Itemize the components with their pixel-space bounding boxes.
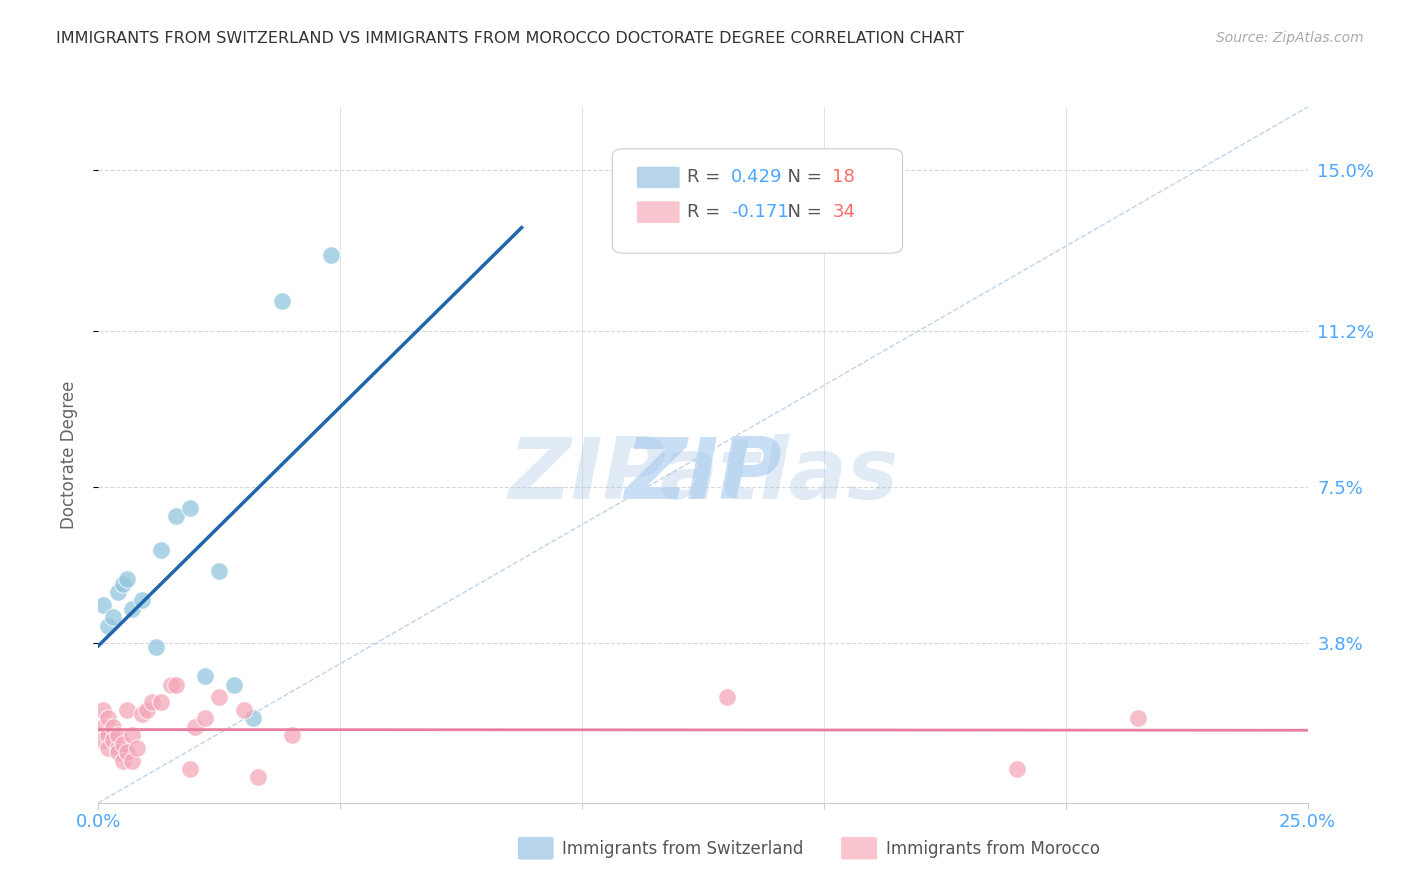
Point (111, 576, 134, 591)
Point (179, 500, 201, 515)
Point (111, 737, 134, 751)
Text: 34: 34 (832, 203, 855, 221)
Point (141, 695, 163, 709)
Point (242, 711, 264, 725)
Point (107, 728, 129, 742)
Text: -0.171: -0.171 (731, 203, 789, 221)
Point (150, 542, 173, 557)
Point (131, 707, 153, 722)
Point (281, 728, 304, 742)
Point (184, 720, 207, 734)
Text: 0.429: 0.429 (731, 169, 782, 186)
Point (208, 564, 231, 578)
Point (121, 728, 143, 742)
Text: Source: ZipAtlas.com: Source: ZipAtlas.com (1216, 31, 1364, 45)
Point (135, 703, 157, 717)
Point (91, 598, 114, 612)
Point (179, 762, 201, 776)
Point (101, 732, 124, 747)
Point (101, 720, 124, 734)
Point (107, 585, 129, 599)
FancyBboxPatch shape (517, 837, 554, 860)
Point (91, 703, 114, 717)
Point (111, 754, 134, 768)
Point (117, 572, 139, 586)
Text: Immigrants from Switzerland: Immigrants from Switzerland (562, 840, 804, 858)
Point (194, 711, 217, 725)
Point (165, 509, 187, 524)
Point (716, 690, 738, 705)
Point (271, 293, 294, 308)
Point (232, 703, 254, 717)
Point (97, 741, 120, 756)
Point (91, 732, 114, 747)
Point (97, 728, 120, 742)
Point (1007, 762, 1029, 776)
FancyBboxPatch shape (637, 201, 681, 223)
Point (247, 771, 270, 785)
Point (160, 678, 183, 692)
Text: 18: 18 (832, 169, 855, 186)
Point (121, 602, 143, 616)
Point (91, 720, 114, 734)
Text: Immigrants from Morocco: Immigrants from Morocco (886, 840, 1099, 858)
Point (131, 593, 153, 607)
Point (145, 640, 167, 654)
Point (319, 247, 342, 261)
Point (194, 669, 217, 683)
Text: ZIP: ZIP (624, 434, 782, 517)
Text: R =: R = (688, 203, 727, 221)
Text: IMMIGRANTS FROM SWITZERLAND VS IMMIGRANTS FROM MOROCCO DOCTORATE DEGREE CORRELAT: IMMIGRANTS FROM SWITZERLAND VS IMMIGRANT… (56, 31, 965, 46)
Point (208, 690, 231, 705)
Point (107, 741, 129, 756)
FancyBboxPatch shape (841, 837, 877, 860)
Point (121, 754, 143, 768)
FancyBboxPatch shape (637, 166, 681, 188)
Point (127, 741, 149, 756)
Text: R =: R = (688, 169, 727, 186)
Text: N =: N = (776, 169, 827, 186)
Point (101, 610, 124, 624)
Point (117, 745, 139, 759)
Point (117, 703, 139, 717)
Point (1128, 711, 1150, 725)
Text: N =: N = (776, 203, 827, 221)
Point (222, 678, 245, 692)
Point (165, 678, 187, 692)
Y-axis label: Doctorate Degree: Doctorate Degree (59, 381, 77, 529)
Point (150, 695, 173, 709)
Point (107, 745, 129, 759)
FancyBboxPatch shape (613, 149, 903, 253)
Point (97, 711, 120, 725)
Point (97, 618, 120, 632)
Text: ZIPatlas: ZIPatlas (508, 434, 898, 517)
